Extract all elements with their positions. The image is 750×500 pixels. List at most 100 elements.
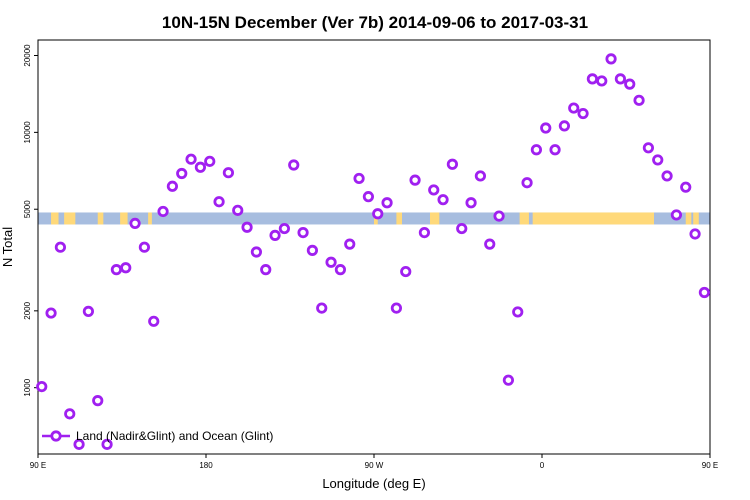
data-point <box>297 226 309 239</box>
data-point <box>269 229 281 241</box>
data-point <box>353 172 365 185</box>
y-tick-label: 20000 <box>23 44 32 67</box>
data-point <box>446 158 458 170</box>
land-segment <box>532 212 654 225</box>
y-tick-label: 5000 <box>23 200 32 218</box>
data-points <box>36 53 711 450</box>
data-point <box>54 241 67 253</box>
land-segment <box>148 212 152 225</box>
data-point <box>82 305 95 317</box>
data-point <box>110 264 123 276</box>
x-tick-label: 0 <box>540 461 545 470</box>
data-point <box>493 210 505 222</box>
y-tick-label: 2000 <box>23 301 32 319</box>
data-point <box>680 181 692 193</box>
data-point <box>418 226 430 239</box>
data-point <box>484 238 496 250</box>
data-point <box>344 238 356 250</box>
x-axis-label: Longitude (deg E) <box>322 476 425 491</box>
data-point <box>549 144 561 156</box>
land-segment <box>693 212 699 225</box>
data-point <box>614 73 627 85</box>
data-point <box>530 144 543 156</box>
land-segment <box>64 212 76 225</box>
x-tick-label: 90 W <box>365 461 384 470</box>
data-point <box>222 167 234 179</box>
land-segment <box>97 212 104 225</box>
data-point <box>194 161 206 173</box>
data-point <box>605 53 617 65</box>
y-tick-label: 1000 <box>23 378 32 396</box>
data-point <box>465 197 477 209</box>
data-point <box>642 142 655 154</box>
data-point <box>45 307 57 319</box>
data-point <box>120 262 132 274</box>
data-point <box>185 153 197 165</box>
data-point <box>278 222 290 235</box>
plot-frame <box>37 39 711 455</box>
data-point <box>101 438 113 450</box>
data-point <box>698 286 711 299</box>
x-tick-label: 180 <box>199 461 213 470</box>
x-axis: 90 E 180 90 W 0 90 E <box>30 454 718 470</box>
land-segment <box>430 212 440 225</box>
data-point <box>652 154 664 166</box>
land-segment <box>396 212 402 225</box>
data-point <box>213 196 225 208</box>
data-point <box>568 102 580 114</box>
data-point <box>260 264 272 276</box>
data-point <box>241 221 253 233</box>
data-point <box>596 75 608 87</box>
data-point <box>138 241 150 253</box>
data-point <box>456 222 468 235</box>
data-point <box>316 302 328 314</box>
data-point <box>306 244 318 256</box>
data-point <box>232 204 244 216</box>
legend-marker <box>50 430 62 442</box>
y-axis: 1000 2000 5000 10000 20000 <box>23 44 38 397</box>
legend-label: Land (Nadir&Glint) and Ocean (Glint) <box>76 429 273 443</box>
data-point <box>624 78 636 90</box>
data-point <box>437 194 449 206</box>
data-point <box>540 122 552 134</box>
x-tick-label: 90 E <box>702 461 718 470</box>
land-ocean-strip <box>38 212 710 225</box>
data-point <box>502 374 514 386</box>
data-point <box>558 120 571 132</box>
data-point <box>372 208 384 220</box>
legend: Land (Nadir&Glint) and Ocean (Glint) <box>42 429 273 443</box>
y-tick-label: 10000 <box>23 121 32 144</box>
data-point <box>586 73 599 85</box>
data-point <box>381 197 393 209</box>
y-axis-label: N Total <box>0 227 15 267</box>
data-point <box>204 155 216 167</box>
land-segment <box>519 212 529 225</box>
data-point <box>409 174 421 186</box>
data-point <box>521 177 533 189</box>
chart-title: 10N-15N December (Ver 7b) 2014-09-06 to … <box>162 13 588 32</box>
data-point <box>577 107 589 120</box>
data-point <box>661 170 673 182</box>
land-segment <box>685 212 692 225</box>
x-tick-label: 90 E <box>30 461 46 470</box>
data-point <box>334 264 346 276</box>
data-point <box>64 408 76 420</box>
data-point <box>73 438 85 450</box>
land-segment <box>51 212 59 225</box>
data-point <box>92 395 104 407</box>
data-point <box>633 94 645 106</box>
data-point <box>176 167 188 180</box>
data-point <box>512 306 524 318</box>
data-point <box>36 381 48 393</box>
data-point <box>166 180 178 192</box>
data-point <box>148 315 160 327</box>
data-point <box>474 170 486 182</box>
data-point <box>362 191 374 203</box>
data-point <box>670 209 683 221</box>
data-point <box>325 256 337 268</box>
land-segment <box>120 212 128 225</box>
data-point <box>288 159 300 171</box>
data-point <box>250 246 262 258</box>
data-point <box>689 228 701 240</box>
